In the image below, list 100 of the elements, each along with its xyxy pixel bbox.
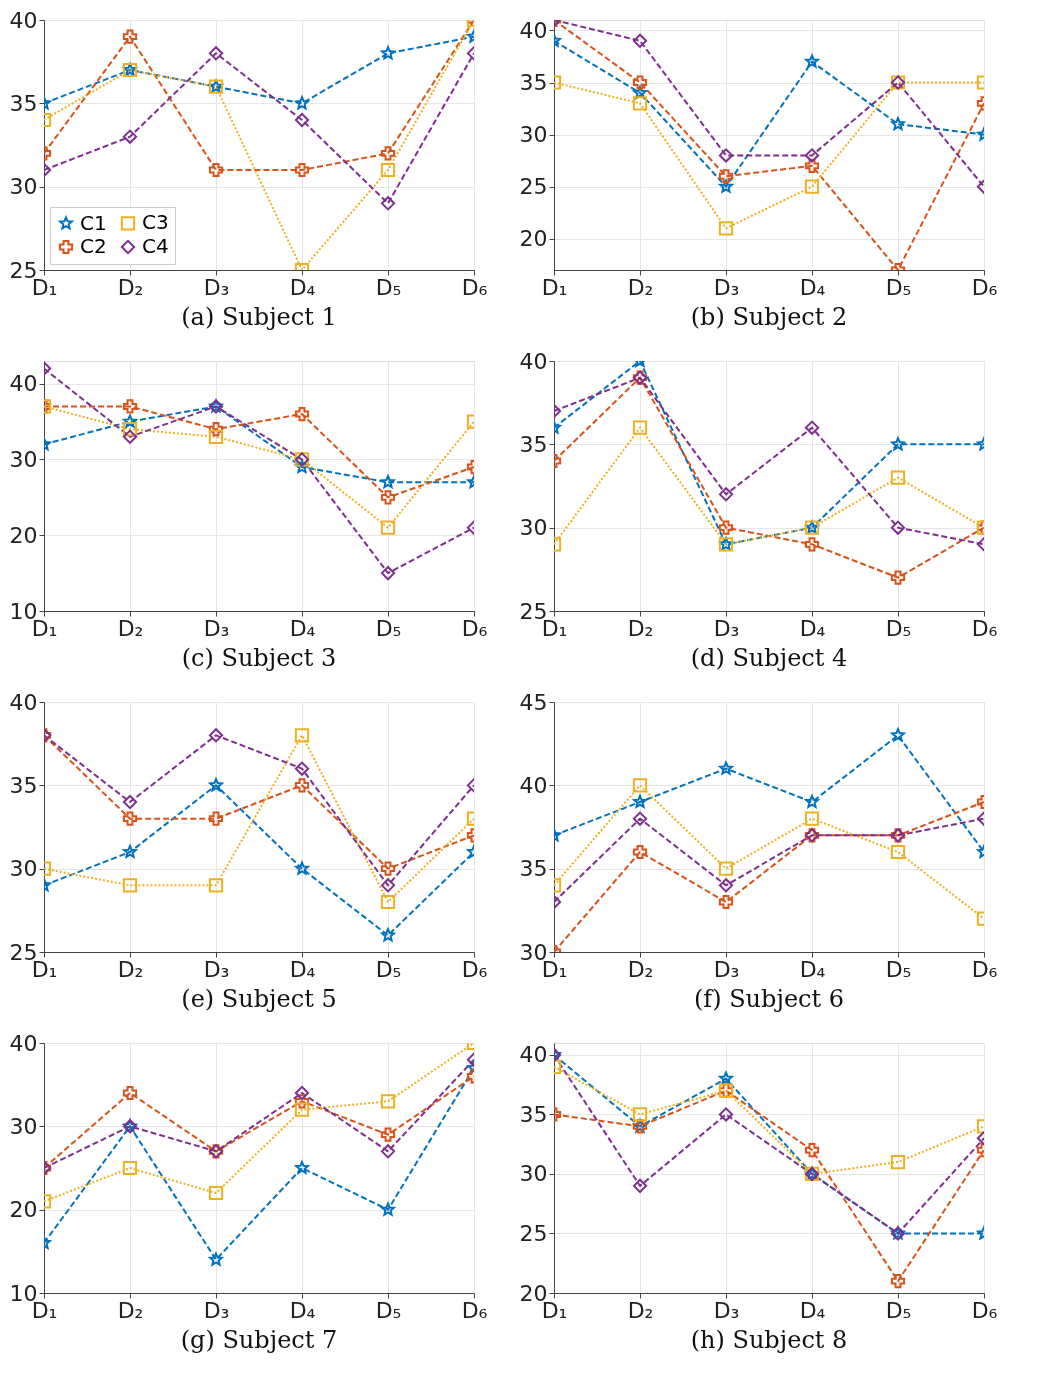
point bbox=[294, 112, 310, 128]
point bbox=[208, 46, 224, 61]
point bbox=[208, 422, 224, 437]
point bbox=[804, 420, 820, 435]
x-tick-label: D₃ bbox=[203, 274, 230, 300]
text: (h) Subject 8 bbox=[690, 1326, 848, 1354]
point bbox=[891, 437, 905, 451]
x-tick-label: D₆ bbox=[461, 956, 488, 982]
point bbox=[122, 811, 138, 826]
x-tick-label: D₂ bbox=[117, 1297, 144, 1323]
point bbox=[890, 520, 906, 535]
y-tick-label: 25 bbox=[519, 1220, 548, 1246]
x-tick-label: D₃ bbox=[713, 1297, 740, 1323]
point bbox=[209, 1252, 223, 1266]
x-tick-label: D₆ bbox=[461, 615, 488, 641]
point bbox=[380, 196, 396, 211]
point bbox=[122, 794, 138, 810]
point bbox=[380, 1127, 396, 1142]
y-tick-label: 30 bbox=[9, 856, 38, 882]
point bbox=[294, 728, 310, 743]
y-tick-label: 30 bbox=[9, 446, 38, 472]
text: (b) Subject 2 bbox=[690, 303, 848, 331]
point bbox=[209, 778, 223, 792]
point bbox=[633, 794, 647, 808]
x-tick-label: D₆ bbox=[971, 956, 998, 982]
x-tick-label: D₃ bbox=[203, 615, 230, 641]
y-tick-label: 40 bbox=[9, 1030, 38, 1056]
point bbox=[295, 96, 309, 110]
point bbox=[208, 811, 224, 826]
y-tick-label: 45 bbox=[519, 689, 548, 715]
x-tick-label: D₄ bbox=[289, 956, 316, 982]
point bbox=[294, 1102, 310, 1117]
point bbox=[718, 148, 734, 163]
y-tick-label: 30 bbox=[9, 1113, 38, 1139]
x-tick-label: D₆ bbox=[971, 1297, 998, 1323]
point bbox=[718, 520, 734, 535]
point bbox=[632, 33, 648, 48]
point bbox=[718, 169, 734, 184]
point bbox=[632, 778, 648, 793]
point bbox=[295, 1160, 309, 1174]
point bbox=[122, 1085, 138, 1101]
x-tick-label: D₄ bbox=[799, 615, 826, 641]
text: (e) Subject 5 bbox=[181, 985, 337, 1013]
point bbox=[380, 1144, 396, 1159]
point bbox=[381, 1202, 395, 1216]
legend-label: C4 bbox=[142, 234, 169, 258]
y-tick-label: 30 bbox=[9, 174, 38, 200]
point bbox=[804, 1143, 820, 1158]
point bbox=[122, 422, 138, 437]
point bbox=[208, 429, 224, 444]
point bbox=[804, 148, 820, 163]
point bbox=[294, 778, 310, 793]
y-tick-label: 20 bbox=[9, 522, 38, 548]
x-tick-label: D₅ bbox=[885, 615, 912, 641]
x-tick-label: D₆ bbox=[971, 274, 998, 300]
x-tick-label: D₆ bbox=[971, 615, 998, 641]
point bbox=[295, 861, 309, 875]
point bbox=[122, 399, 138, 414]
y-tick-label: 40 bbox=[519, 772, 548, 798]
point bbox=[122, 129, 138, 144]
point bbox=[804, 811, 820, 826]
y-tick-label: 40 bbox=[519, 348, 548, 374]
y-tick-label: 40 bbox=[9, 7, 38, 33]
point bbox=[208, 728, 224, 743]
point bbox=[718, 1107, 734, 1122]
point bbox=[295, 459, 309, 474]
point bbox=[122, 429, 138, 444]
x-tick-label: D₆ bbox=[461, 274, 488, 300]
x-tick-label: D₃ bbox=[203, 956, 230, 982]
y-tick-label: 40 bbox=[9, 689, 38, 715]
point bbox=[294, 162, 310, 178]
x-tick-label: D₃ bbox=[713, 615, 740, 641]
point bbox=[804, 179, 820, 194]
x-tick-label: D₄ bbox=[799, 1297, 826, 1323]
x-tick-label: D₂ bbox=[117, 615, 144, 641]
point bbox=[804, 158, 820, 173]
point bbox=[719, 1071, 733, 1085]
x-tick-label: D₅ bbox=[885, 1297, 912, 1323]
x-tick-label: D₅ bbox=[375, 615, 402, 641]
y-tick-label: 30 bbox=[519, 122, 548, 148]
point bbox=[294, 1085, 310, 1101]
point bbox=[208, 878, 224, 893]
point bbox=[632, 844, 648, 860]
point bbox=[122, 1160, 138, 1176]
y-tick-label: 35 bbox=[519, 70, 548, 95]
point bbox=[718, 894, 734, 910]
x-tick-label: D₂ bbox=[627, 274, 654, 300]
x-tick-label: D₅ bbox=[885, 274, 912, 300]
x-tick-label: D₂ bbox=[117, 274, 144, 300]
x-tick-label: D₅ bbox=[885, 956, 912, 982]
point bbox=[208, 1185, 224, 1201]
x-tick-label: D₆ bbox=[461, 1297, 488, 1323]
x-tick-label: D₄ bbox=[799, 956, 826, 982]
x-tick-label: D₂ bbox=[117, 956, 144, 982]
y-tick-label: 20 bbox=[519, 226, 548, 252]
point bbox=[633, 85, 647, 99]
y-tick-label: 35 bbox=[519, 1101, 548, 1127]
legend-label: C1 bbox=[80, 210, 107, 235]
point bbox=[123, 844, 137, 858]
point bbox=[718, 487, 734, 502]
